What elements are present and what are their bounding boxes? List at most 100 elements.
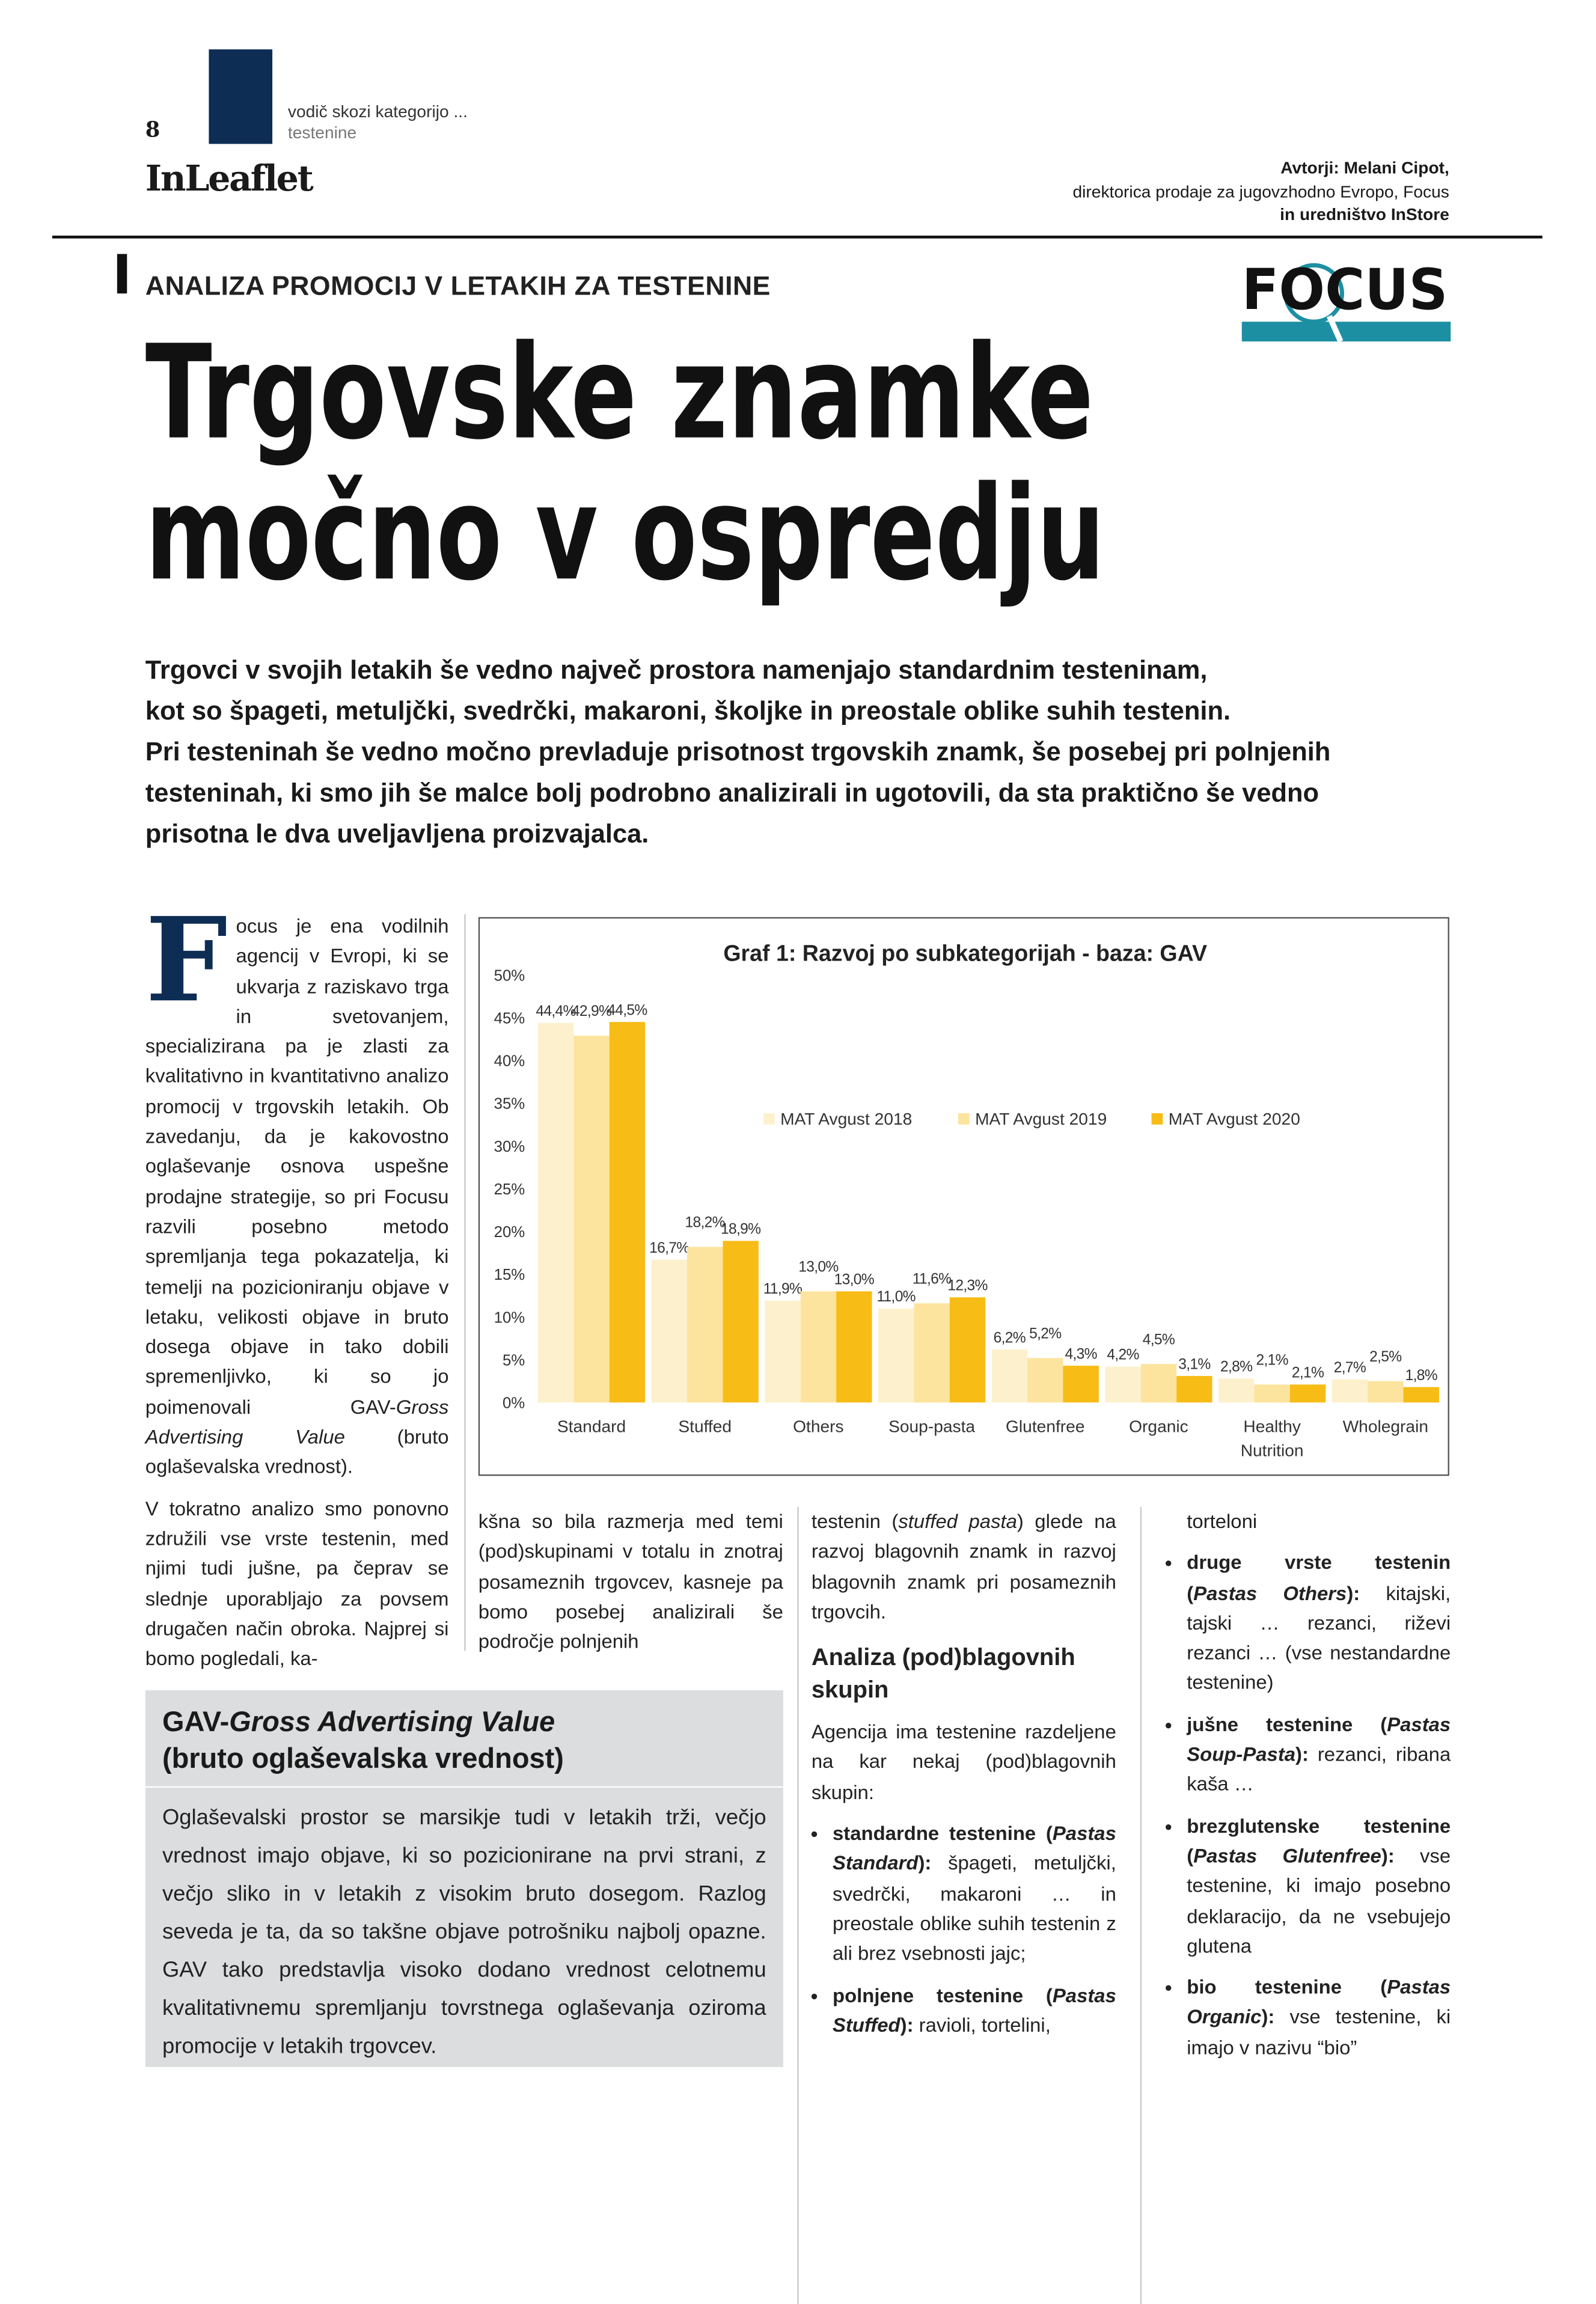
- value-label: 2,1%: [1256, 1352, 1288, 1368]
- legend-swatch: [763, 1113, 775, 1125]
- focus-logo: FOCUS: [1241, 257, 1451, 343]
- y-tick-label: 35%: [494, 1096, 525, 1113]
- y-tick-label: 0%: [503, 1395, 525, 1412]
- legend-label: MAT Avgust 2020: [1169, 1110, 1300, 1128]
- value-label: 2,8%: [1220, 1359, 1253, 1375]
- value-label: 18,2%: [685, 1214, 726, 1230]
- y-tick-label: 5%: [503, 1352, 525, 1369]
- value-label: 4,5%: [1143, 1331, 1175, 1348]
- column-rule: [797, 1506, 799, 2304]
- text-run: Pastas Soup-Pasta: [1187, 1713, 1451, 1765]
- info-box: GAV-Gross Advertising Value (bruto oglaš…: [145, 1690, 783, 2067]
- bar: [765, 1300, 801, 1403]
- value-label: 11,0%: [876, 1289, 916, 1305]
- bar: [1027, 1358, 1063, 1403]
- value-label: 2,5%: [1369, 1349, 1402, 1365]
- value-label: 18,9%: [721, 1221, 761, 1238]
- y-tick-label: 30%: [494, 1138, 525, 1155]
- bar: [1176, 1376, 1212, 1403]
- value-label: 12,3%: [947, 1278, 988, 1294]
- text-run: špageti, metuljčki, svedrčki, makaroni ……: [833, 1851, 1116, 1965]
- bar: [1368, 1381, 1404, 1403]
- bar: [573, 1035, 610, 1403]
- value-label: 44,4%: [536, 1003, 576, 1019]
- text-run: kšna so bila razmerja med temi (pod)skup…: [478, 1509, 783, 1653]
- paragraph: testenin (stuffed pasta) glede na razvoj…: [812, 1507, 1116, 1627]
- subheading: Analiza (pod)blagovnih skupin: [811, 1644, 1075, 1704]
- text-run: Gross Advertising Value: [229, 1707, 555, 1738]
- value-label: 13,0%: [798, 1259, 839, 1275]
- logo-band: [1241, 322, 1451, 342]
- box-divider: [145, 1786, 783, 1788]
- editorial: in uredništvo InStore: [1280, 204, 1449, 225]
- box-text: Oglaševalski prostor se marsikje tudi v …: [162, 1806, 766, 2059]
- lead-line: Trgovci v svojih letakih še vedno največ…: [145, 655, 1208, 685]
- lead-line: Pri testeninah še vedno močno prevladuje…: [145, 736, 1331, 766]
- y-tick-label: 50%: [494, 967, 525, 984]
- bullet-item: standardne testenine (Pastas Standard): …: [833, 1819, 1116, 1969]
- bar: [1105, 1366, 1141, 1403]
- text-run: Gross Advertising Value: [145, 1395, 449, 1448]
- bar: [800, 1291, 837, 1403]
- legend-swatch: [958, 1113, 970, 1125]
- column-rule: [1140, 1506, 1142, 2304]
- bar: [991, 1349, 1028, 1403]
- text-run: ) glede na razvoj blagovnih znamk in raz…: [811, 1509, 1116, 1623]
- lead-line: kot so špageti, metuljčki, svedrčki, mak…: [145, 695, 1231, 726]
- text-run: vse testenine, ki imajo posebno deklarac…: [1187, 1844, 1451, 1957]
- column: kšna so bila razmerja med temi (pod)skup…: [478, 1507, 783, 1669]
- text-run: (bruto oglaševalska vrednost).: [145, 1425, 449, 1478]
- text-run: brezglutenske testenine (: [1187, 1814, 1451, 1867]
- value-label: 11,6%: [913, 1271, 952, 1287]
- bar: [836, 1291, 872, 1403]
- chart-frame: Graf 1: Razvoj po subkategorijah - baza:…: [478, 917, 1449, 1476]
- value-label: 42,9%: [572, 1003, 612, 1019]
- y-tick-label: 15%: [494, 1267, 525, 1283]
- lead-line: testeninah, ki smo jih še malce bolj pod…: [145, 777, 1319, 807]
- y-tick-label: 45%: [494, 1010, 525, 1027]
- box-title: GAV-Gross Advertising Value: [162, 1705, 766, 1741]
- text-run: vse testenine, ki imajo v nazivu “bio”: [1187, 2005, 1451, 2059]
- text-run: rezanci, ribana kaša …: [1187, 1743, 1451, 1795]
- logo-lens: [1283, 263, 1344, 324]
- bar: [609, 1022, 646, 1403]
- y-tick-label: 25%: [494, 1181, 525, 1198]
- bar: [1403, 1387, 1439, 1403]
- magazine-page: 8 vodič skozi kategorijo ... testenine I…: [0, 0, 1596, 2214]
- text-run: Pastas Organic: [1187, 1975, 1451, 2029]
- text-run: ocus je ena vodilnih agencij v Evropi, k…: [145, 914, 449, 1418]
- value-label: 2,1%: [1292, 1365, 1324, 1381]
- bar: [914, 1303, 950, 1403]
- y-tick-label: 40%: [494, 1053, 525, 1070]
- value-label: 1,8%: [1405, 1367, 1438, 1384]
- x-tick-label: Soup-pasta: [888, 1417, 975, 1436]
- bullet-list: standardne testenine (Pastas Standard): …: [812, 1819, 1116, 2041]
- header-block: [209, 49, 273, 144]
- box-subtitle: (bruto oglaševalska vrednost): [162, 1744, 564, 1775]
- text-run: ):: [918, 1851, 932, 1875]
- text-run: bio testenine (: [1187, 1975, 1387, 1999]
- x-tick-label: Healthy Nutrition: [1241, 1417, 1304, 1460]
- x-tick-label: Stuffed: [678, 1417, 732, 1436]
- value-label: 3,1%: [1178, 1356, 1211, 1372]
- paragraph: Agencija ima testenine razdeljene na kar…: [811, 1720, 1116, 1803]
- text-run: ravioli, tortelini,: [913, 2013, 1051, 2036]
- bullet-item: bio testenine (Pastas Organic): vse test…: [1187, 1973, 1451, 2063]
- bar: [1254, 1384, 1290, 1403]
- kicker-bar: [117, 254, 127, 294]
- bar: [1063, 1366, 1099, 1403]
- bar: [1140, 1364, 1177, 1403]
- bar: [1332, 1379, 1368, 1403]
- kicker: ANALIZA PROMOCIJ V LETAKIH ZA TESTENINE: [145, 272, 771, 302]
- label-word: Healthy: [1243, 1417, 1301, 1436]
- x-tick-label: Glutenfree: [1006, 1417, 1084, 1436]
- column-rule: [464, 914, 466, 1651]
- label-word: Nutrition: [1241, 1441, 1304, 1459]
- text-run: jušne testenine (: [1187, 1713, 1387, 1735]
- bar: [687, 1247, 723, 1403]
- text-run: ):: [1295, 1743, 1309, 1765]
- value-label: 44,5%: [607, 1002, 647, 1018]
- bar: [651, 1259, 688, 1403]
